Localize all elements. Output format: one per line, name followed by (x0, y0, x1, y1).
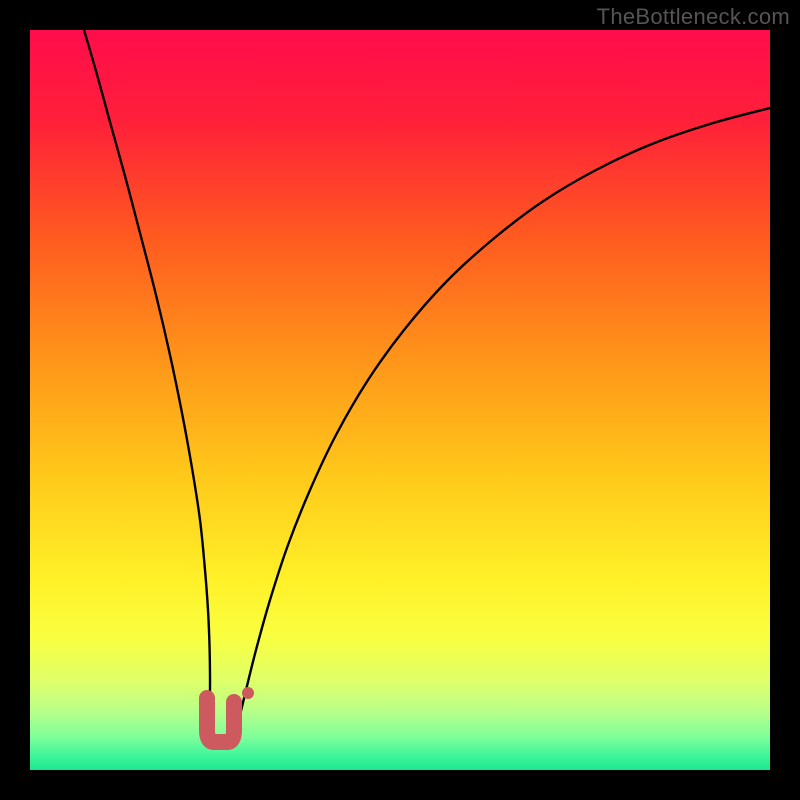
watermark-text: TheBottleneck.com (597, 4, 790, 30)
chart-svg (30, 30, 770, 770)
u-marker-dot (242, 687, 254, 699)
chart-plot-area (30, 30, 770, 770)
